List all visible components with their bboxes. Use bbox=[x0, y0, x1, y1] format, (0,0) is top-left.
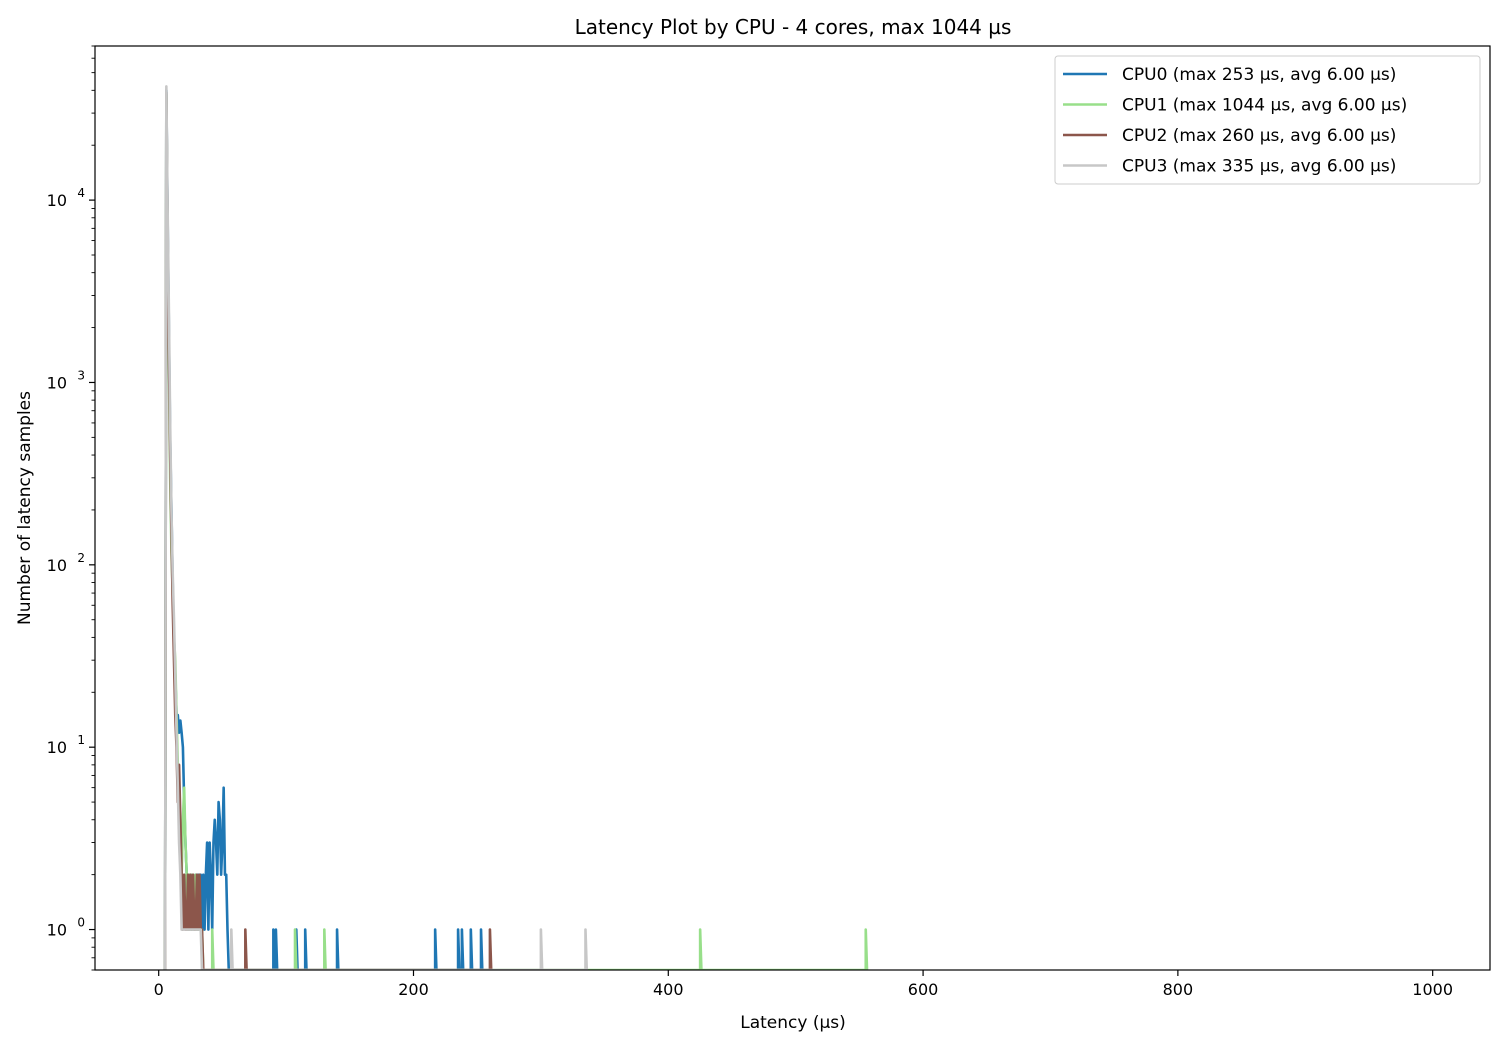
plot-area bbox=[94, 45, 1491, 971]
y-tick-exponent: 1 bbox=[77, 733, 85, 747]
y-tick-exponent: 0 bbox=[77, 916, 85, 930]
legend-label-cpu1: CPU1 (max 1044 µs, avg 6.00 µs) bbox=[1122, 96, 1407, 116]
legend: CPU0 (max 253 µs, avg 6.00 µs) CPU1 (max … bbox=[1054, 55, 1481, 185]
x-axis: 0 200 400 600 800 1000 bbox=[154, 970, 1453, 999]
x-axis-label: Latency (µs) bbox=[740, 1013, 846, 1033]
series-line-cpu1 bbox=[163, 93, 869, 970]
y-tick-label: 10 bbox=[47, 738, 67, 757]
series-layer bbox=[163, 85, 869, 970]
legend-label-cpu3: CPU3 (max 335 µs, avg 6.00 µs) bbox=[1122, 157, 1396, 177]
x-tick-label: 200 bbox=[398, 980, 429, 999]
y-tick-label: 10 bbox=[47, 373, 67, 392]
y-tick-label: 10 bbox=[47, 556, 67, 575]
x-tick-label: 800 bbox=[1163, 980, 1194, 999]
plot-frame bbox=[94, 45, 1491, 971]
legend-frame bbox=[1054, 55, 1481, 185]
x-tick-label: 600 bbox=[908, 980, 939, 999]
y-axis: 10 0 10 1 10 2 10 3 10 4 bbox=[47, 45, 95, 971]
y-axis-label: Number of latency samples bbox=[15, 391, 35, 625]
legend-label-cpu0: CPU0 (max 253 µs, avg 6.00 µs) bbox=[1122, 65, 1396, 85]
legend-label-cpu2: CPU2 (max 260 µs, avg 6.00 µs) bbox=[1122, 126, 1396, 146]
series-line-cpu3 bbox=[163, 85, 589, 970]
x-tick-label: 1000 bbox=[1412, 980, 1453, 999]
y-tick-exponent: 4 bbox=[77, 186, 85, 200]
y-tick-exponent: 2 bbox=[77, 551, 85, 565]
chart-title: Latency Plot by CPU - 4 cores, max 1044 … bbox=[575, 15, 1012, 39]
y-tick-label: 10 bbox=[47, 191, 67, 210]
series-line-cpu0 bbox=[163, 89, 484, 970]
x-tick-label: 400 bbox=[653, 980, 684, 999]
y-tick-label: 10 bbox=[47, 921, 67, 940]
y-tick-exponent: 3 bbox=[77, 368, 85, 382]
x-tick-label: 0 bbox=[154, 980, 164, 999]
